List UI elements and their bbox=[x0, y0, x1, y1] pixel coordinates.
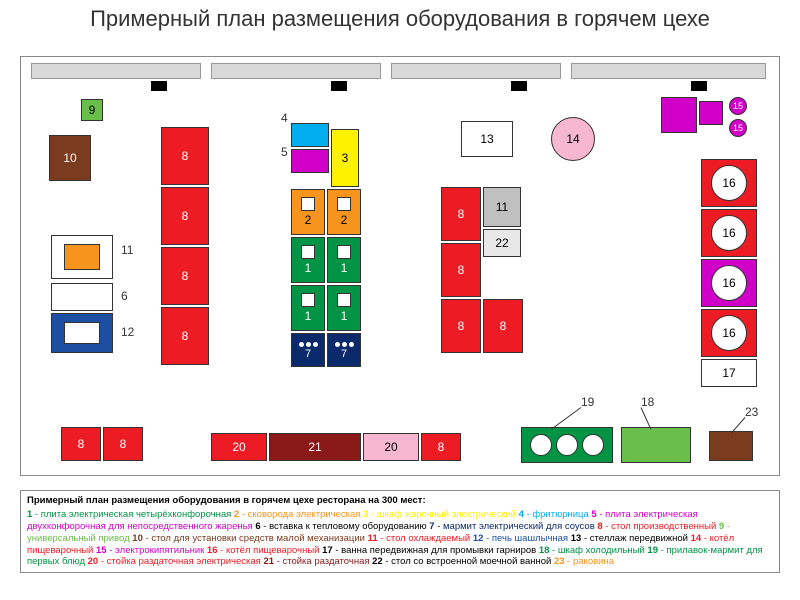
column bbox=[691, 81, 707, 91]
equip-8e: 8 bbox=[441, 187, 481, 241]
equip-11a: 11 bbox=[483, 187, 521, 227]
floor-plan: 9108888322111177811228881316161616178820… bbox=[20, 56, 780, 476]
label: 19 bbox=[581, 395, 594, 409]
equip-16b: 16 bbox=[701, 209, 757, 257]
equip-8i: 8 bbox=[61, 427, 101, 461]
equip-2a: 2 bbox=[291, 189, 325, 235]
equip-16d: 16 bbox=[701, 309, 757, 357]
equip-16a: 16 bbox=[701, 159, 757, 207]
equip-13: 13 bbox=[461, 121, 513, 157]
wall bbox=[571, 63, 766, 79]
equip-15b bbox=[699, 101, 723, 125]
equip-18 bbox=[621, 427, 691, 463]
legend-header: Примерный план размещения оборудования в… bbox=[27, 495, 773, 507]
label: 18 bbox=[641, 395, 654, 409]
equip-16c: 16 bbox=[701, 259, 757, 307]
page-title: Примерный план размещения оборудования в… bbox=[0, 0, 800, 32]
label: 23 bbox=[745, 405, 758, 419]
wall bbox=[31, 63, 201, 79]
equip-10: 10 bbox=[49, 135, 91, 181]
equip-8f: 8 bbox=[441, 243, 481, 297]
equip-1d: 1 bbox=[327, 285, 361, 331]
equip-8b: 8 bbox=[161, 187, 209, 245]
equip-21: 21 bbox=[269, 433, 361, 461]
equip-23 bbox=[709, 431, 753, 461]
equip-8a: 8 bbox=[161, 127, 209, 185]
equip-7b: 7 bbox=[327, 333, 361, 367]
equip-9: 9 bbox=[81, 99, 103, 121]
column bbox=[331, 81, 347, 91]
equip-1a: 1 bbox=[291, 237, 325, 283]
equip-19 bbox=[521, 427, 613, 463]
label: 4 bbox=[281, 111, 288, 125]
equip-22: 22 bbox=[483, 229, 521, 257]
equip-15c: 15 bbox=[729, 97, 747, 115]
column bbox=[151, 81, 167, 91]
equip-4 bbox=[291, 123, 329, 147]
equip-17: 17 bbox=[701, 359, 757, 387]
label: 6 bbox=[121, 289, 128, 303]
legend-body: 1 - плита электрическая четырёхконфорочн… bbox=[27, 509, 773, 568]
equip-15d: 15 bbox=[729, 119, 747, 137]
equip-20b: 20 bbox=[363, 433, 419, 461]
equip-1b: 1 bbox=[327, 237, 361, 283]
equip-8j: 8 bbox=[103, 427, 143, 461]
equip-8c: 8 bbox=[161, 247, 209, 305]
equip-5 bbox=[291, 149, 329, 173]
equip-3: 3 bbox=[331, 129, 359, 187]
legend: Примерный план размещения оборудования в… bbox=[20, 490, 780, 573]
column bbox=[511, 81, 527, 91]
equip-14: 14 bbox=[551, 117, 595, 161]
equip-12box bbox=[51, 313, 113, 353]
wall bbox=[391, 63, 561, 79]
equip-2b: 2 bbox=[327, 189, 361, 235]
label: 5 bbox=[281, 145, 288, 159]
label: 12 bbox=[121, 325, 134, 339]
equip-8k: 8 bbox=[421, 433, 461, 461]
equip-1c: 1 bbox=[291, 285, 325, 331]
equip-7a: 7 bbox=[291, 333, 325, 367]
equip-6box bbox=[51, 283, 113, 311]
equip-8d: 8 bbox=[161, 307, 209, 365]
label: 11 bbox=[121, 243, 133, 257]
wall bbox=[211, 63, 381, 79]
equip-20a: 20 bbox=[211, 433, 267, 461]
equip-8h: 8 bbox=[483, 299, 523, 353]
equip-15a bbox=[661, 97, 697, 133]
equip-11box bbox=[51, 235, 113, 279]
equip-8g: 8 bbox=[441, 299, 481, 353]
